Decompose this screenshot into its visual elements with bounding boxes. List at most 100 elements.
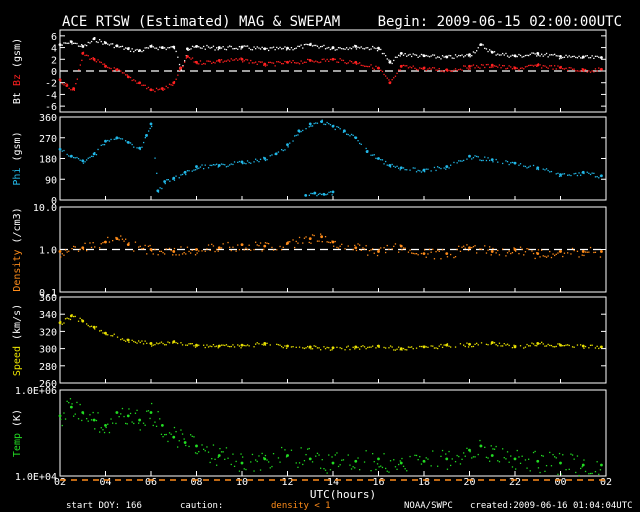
mag-scatter-dot <box>430 68 432 70</box>
mag-scatter-dot <box>531 64 533 66</box>
mag-scatter-dot <box>500 67 502 69</box>
mag-scatter-dot <box>339 47 341 49</box>
mag-scatter-dot <box>175 78 177 80</box>
speed-axis-label-part: Speed <box>12 346 23 376</box>
mag-scatter-dot <box>342 59 345 62</box>
mag-scatter-dot <box>133 79 135 81</box>
temp-scatter-dot <box>242 456 244 458</box>
phi-scatter-dot <box>495 158 497 161</box>
temp-scatter-dot <box>575 471 577 474</box>
mag-scatter-dot <box>386 58 388 60</box>
phi-scatter-dot <box>386 164 388 166</box>
x-tick-label: 14 <box>327 477 339 488</box>
phi-scatter-dot <box>471 158 473 160</box>
temp-scatter-dot <box>526 467 528 469</box>
density-scatter-dot <box>593 251 595 254</box>
mag-scatter-dot <box>298 45 301 48</box>
mag-scatter-dot <box>404 53 406 55</box>
mag-scatter-dot <box>298 63 301 65</box>
temp-scatter-dot <box>337 465 340 468</box>
phi-scatter-dot <box>242 163 244 165</box>
speed-scatter-dot <box>571 346 574 348</box>
temp-data-point <box>600 463 603 467</box>
mag-scatter-dot <box>120 46 122 48</box>
temp-scatter-dot <box>308 447 310 450</box>
mag-scatter-dot <box>66 83 69 85</box>
mag-scatter-dot <box>415 54 418 56</box>
speed-scatter-dot <box>476 342 478 344</box>
mag-scatter-dot <box>307 43 309 46</box>
mag-scatter-dot <box>108 67 111 69</box>
mag-scatter-dot <box>487 63 489 66</box>
phi-data-point <box>217 164 221 167</box>
speed-scatter-dot <box>545 345 548 347</box>
mag-scatter-dot <box>544 65 546 67</box>
phi-scatter-dot <box>203 168 205 170</box>
mag-scatter-dot <box>411 67 413 69</box>
speed-scatter-dot <box>73 315 75 318</box>
temp-scatter-dot <box>350 468 353 470</box>
temp-scatter-dot <box>243 468 245 470</box>
mag-scatter-dot <box>474 67 476 69</box>
temp-scatter-dot <box>324 469 327 471</box>
mag-scatter-dot <box>554 65 556 67</box>
mag-scatter-dot <box>136 48 138 51</box>
speed-scatter-dot <box>427 346 429 348</box>
temp-scatter-dot <box>584 470 587 473</box>
phi-scatter-dot <box>69 156 72 158</box>
density-scatter-dot <box>539 256 541 258</box>
phi-scatter-dot <box>339 128 341 130</box>
phi-scatter-dot <box>125 140 127 142</box>
mag-scatter-dot <box>151 89 153 91</box>
phi-scatter-dot <box>448 167 450 169</box>
temp-scatter-dot <box>461 458 463 460</box>
mag-scatter-dot <box>354 44 356 47</box>
phi-scatter-dot <box>317 193 320 196</box>
mag-scatter-dot <box>581 68 583 70</box>
temp-scatter-dot <box>359 469 361 471</box>
mag-scatter-dot <box>76 42 78 45</box>
temp-scatter-dot <box>209 461 211 464</box>
mag-scatter-dot <box>456 56 458 58</box>
mag-scatter-dot <box>560 57 562 59</box>
mag-scatter-dot <box>480 43 483 45</box>
density-scatter-dot <box>92 242 94 244</box>
mag-scatter-dot <box>347 62 349 64</box>
phi-tick-label: 360 <box>39 113 57 124</box>
phi-scatter-dot <box>159 187 161 189</box>
mag-scatter-dot <box>528 64 530 67</box>
mag-scatter-dot <box>370 48 372 50</box>
speed-tick-label: 320 <box>39 327 57 338</box>
mag-scatter-dot <box>471 55 473 57</box>
x-tick-label: 06 <box>145 477 157 488</box>
mag-scatter-dot <box>235 58 237 60</box>
density-scatter-dot <box>537 249 540 251</box>
mag-tick-label: -2 <box>45 79 57 90</box>
density-scatter-dot <box>238 249 241 251</box>
mag-scatter-dot <box>472 64 475 66</box>
phi-scatter-dot <box>201 164 203 166</box>
mag-scatter-dot <box>261 46 263 48</box>
temp-scatter-dot <box>464 455 466 457</box>
mag-scatter-dot <box>440 70 442 72</box>
phi-scatter-dot <box>420 171 423 173</box>
mag-scatter-dot <box>331 58 333 61</box>
temp-scatter-dot <box>116 412 119 414</box>
mag-scatter-dot <box>128 47 130 49</box>
phi-scatter-dot <box>103 144 106 146</box>
speed-scatter-dot <box>372 345 374 347</box>
speed-scatter-dot <box>346 346 348 348</box>
density-scatter-dot <box>329 242 332 244</box>
phi-scatter-dot <box>131 143 133 146</box>
mag-axis-label-part: (gsm) <box>12 38 23 74</box>
phi-scatter-dot <box>154 157 156 159</box>
mag-scatter-dot <box>495 65 497 67</box>
mag-scatter-dot <box>381 52 384 55</box>
mag-scatter-dot <box>173 81 176 83</box>
mag-scatter-dot <box>207 60 210 62</box>
density-scatter-dot <box>71 248 73 250</box>
phi-scatter-dot <box>224 164 226 166</box>
density-scatter-dot <box>401 249 403 251</box>
density-scatter-dot <box>194 254 197 256</box>
speed-scatter-dot <box>440 343 442 346</box>
